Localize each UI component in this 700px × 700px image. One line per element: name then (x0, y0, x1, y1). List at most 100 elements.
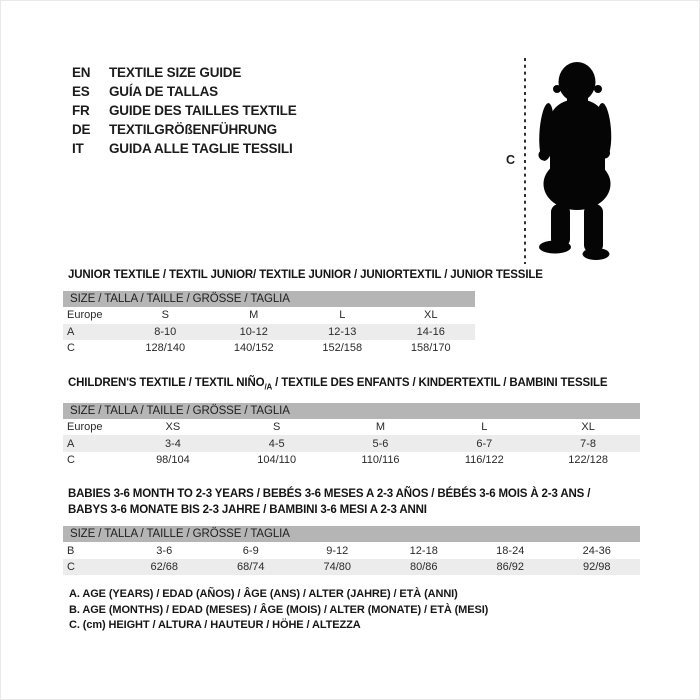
value-cell: M (249, 309, 259, 322)
value-cell: 152/158 (322, 342, 363, 355)
language-row: EN TEXTILE SIZE GUIDE (72, 63, 297, 82)
table-header-row: SIZE / TALLA / TAILLE / GRÖSSE / TAGLIA (63, 291, 475, 307)
table-row: B 3-6 6-9 9-12 12-18 18-24 24-36 (63, 542, 640, 559)
section-title-subscript: /A (264, 381, 273, 391)
value-cell: XS (165, 421, 181, 434)
value-cell: L (339, 309, 346, 322)
table-row: C 128/140 140/152 152/158 158/170 (63, 340, 475, 357)
language-code: IT (72, 141, 84, 156)
table-header-row: SIZE / TALLA / TAILLE / GRÖSSE / TAGLIA (63, 526, 640, 543)
language-row: FR GUIDE DES TAILLES TEXTILE (72, 101, 297, 120)
section-title: JUNIOR TEXTILE / TEXTIL JUNIOR/ TEXTILE … (68, 267, 640, 283)
value-cell: 74/80 (294, 558, 381, 576)
language-code: DE (72, 122, 91, 137)
value-cell: XL (424, 309, 438, 322)
section-title-text: / TEXTILE DES ENFANTS / KINDERTEXTIL / B… (272, 376, 608, 389)
section-title: BABIES 3-6 MONTH TO 2-3 YEARS / BEBÉS 3-… (68, 486, 640, 518)
table-row: A 3-4 4-5 5-6 6-7 7-8 (63, 435, 640, 452)
value-cell: 10-12 (209, 323, 298, 340)
value-cell: 24-36 (582, 544, 611, 557)
section-title-text: CHILDREN'S TEXTILE / TEXTIL NIÑO (68, 376, 265, 389)
height-dimension-label: C (506, 153, 516, 167)
table-row: Europe S M L XL (63, 307, 475, 324)
value-cell: 80/86 (380, 558, 467, 576)
row-label-cell: B (67, 544, 75, 557)
value-cell: 86/92 (467, 558, 554, 576)
size-section: BABIES 3-6 MONTH TO 2-3 YEARS / BEBÉS 3-… (63, 486, 640, 576)
size-section: CHILDREN'S TEXTILE / TEXTIL NIÑO/A / TEX… (63, 375, 640, 469)
value-cell: 104/110 (257, 454, 297, 467)
height-figure: C (501, 49, 671, 271)
value-cell: 3-6 (156, 544, 173, 557)
value-cell: 122/128 (568, 454, 608, 467)
value-cell: 6-9 (242, 544, 259, 557)
table-row: A 8-10 10-12 12-13 14-16 (63, 323, 475, 340)
value-cell: 158/170 (410, 342, 451, 355)
value-cell: 12-18 (409, 544, 438, 557)
section-title-text: JUNIOR TEXTILE / TEXTIL JUNIOR/ TEXTILE … (68, 269, 543, 281)
value-cell: 14-16 (386, 323, 475, 340)
row-label-cell: Europe (67, 421, 103, 434)
row-label-cell: C (67, 454, 75, 467)
table-header-cell: SIZE / TALLA / TAILLE / GRÖSSE / TAGLIA (63, 291, 475, 307)
value-cell: 7-8 (536, 435, 640, 452)
value-cell: 6-7 (432, 435, 537, 452)
value-cell: 8-10 (121, 323, 210, 340)
value-cell: 4-5 (224, 435, 329, 452)
size-table: SIZE / TALLA / TAILLE / GRÖSSE / TAGLIA B… (63, 526, 640, 576)
value-cell: L (481, 421, 488, 434)
row-label-cell: C (63, 558, 121, 576)
value-cell: 62/68 (121, 558, 208, 576)
value-cell: 116/122 (464, 454, 504, 467)
value-cell: M (375, 421, 386, 434)
language-title: GUÍA DE TALLAS (109, 84, 218, 99)
language-title: TEXTILGRÖßENFÜHRUNG (109, 122, 277, 137)
height-dashed-line (524, 58, 526, 264)
value-cell: 18-24 (496, 544, 525, 557)
value-cell: 128/140 (145, 342, 186, 355)
table-header-row: SIZE / TALLA / TAILLE / GRÖSSE / TAGLIA (63, 402, 640, 419)
language-code: EN (72, 65, 91, 80)
language-row: DE TEXTILGRÖßENFÜHRUNG (72, 120, 297, 139)
language-row: IT GUIDA ALLE TAGLIE TESSILI (72, 139, 297, 158)
language-code: FR (72, 103, 90, 118)
row-label-cell: C (67, 342, 75, 355)
value-cell: S (161, 309, 169, 322)
baby-silhouette-icon (538, 62, 612, 260)
legend-note: A. AGE (YEARS) / EDAD (AÑOS) / ÂGE (ANS)… (69, 588, 458, 600)
value-cell: 5-6 (328, 435, 433, 452)
value-cell: 9-12 (326, 544, 349, 557)
value-cell: S (273, 421, 281, 434)
value-cell: 92/98 (553, 558, 640, 576)
language-list: EN TEXTILE SIZE GUIDE ES GUÍA DE TALLAS FR GU… (72, 63, 297, 158)
language-row: ES GUÍA DE TALLAS (72, 82, 297, 101)
table-row: C 62/68 68/74 74/80 80/86 86/92 92/98 (63, 558, 640, 576)
section-title: CHILDREN'S TEXTILE / TEXTIL NIÑO/A / TEX… (68, 375, 640, 395)
value-cell: 98/104 (156, 454, 190, 467)
size-table: SIZE / TALLA / TAILLE / GRÖSSE / TAGLIA E… (63, 402, 640, 469)
row-label-cell: A (63, 323, 121, 340)
language-title: GUIDE DES TAILLES TEXTILE (109, 103, 297, 118)
value-cell: XL (581, 421, 595, 434)
size-section: JUNIOR TEXTILE / TEXTIL JUNIOR/ TEXTILE … (63, 267, 640, 357)
size-sections: JUNIOR TEXTILE / TEXTIL JUNIOR/ TEXTILE … (63, 267, 640, 593)
row-label-cell: Europe (67, 309, 103, 322)
section-title-text: BABYS 3-6 MONATE BIS 2-3 JAHRE / BAMBINI… (68, 504, 427, 517)
value-cell: 3-4 (121, 435, 225, 452)
language-title: GUIDA ALLE TAGLIE TESSILI (109, 141, 293, 156)
table-header-cell: SIZE / TALLA / TAILLE / GRÖSSE / TAGLIA (63, 402, 640, 419)
language-code: ES (72, 84, 90, 99)
value-cell: 12-13 (298, 323, 387, 340)
value-cell: 68/74 (207, 558, 294, 576)
table-row: C 98/104 104/110 110/116 116/122 122/128 (63, 452, 640, 469)
legend-notes: A. AGE (YEARS) / EDAD (AÑOS) / ÂGE (ANS)… (69, 587, 488, 634)
legend-note: C. (cm) HEIGHT / ALTURA / HAUTEUR / HÖHE… (69, 619, 361, 631)
size-table: SIZE / TALLA / TAILLE / GRÖSSE / TAGLIA E… (63, 291, 475, 357)
value-cell: 110/116 (361, 454, 400, 467)
section-title-text: BABIES 3-6 MONTH TO 2-3 YEARS / BEBÉS 3-… (68, 488, 591, 501)
table-row: Europe XS S M L XL (63, 419, 640, 436)
value-cell: 140/152 (233, 342, 274, 355)
language-title: TEXTILE SIZE GUIDE (109, 65, 242, 80)
legend-note: B. AGE (MONTHS) / EDAD (MESES) / ÂGE (MO… (69, 603, 489, 616)
